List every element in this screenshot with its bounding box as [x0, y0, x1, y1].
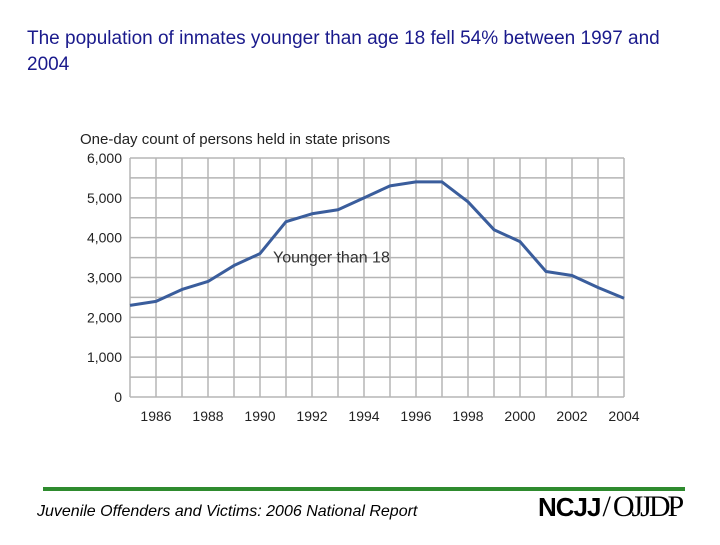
logo-ncjj: NCJJ: [538, 492, 601, 522]
y-tick-label: 6,000: [87, 150, 122, 166]
x-tick-label: 2000: [504, 408, 535, 424]
footer-report-title: Juvenile Offenders and Victims: 2006 Nat…: [37, 503, 418, 520]
y-tick-label: 3,000: [87, 270, 122, 286]
logo-slash: /: [602, 490, 611, 523]
logo-ojjdp: OJJDP: [612, 490, 684, 523]
x-tick-label: 1996: [400, 408, 431, 424]
x-tick-label: 1988: [192, 408, 223, 424]
y-tick-label: 5,000: [87, 190, 122, 206]
series-line-younger-than-18: [129, 180, 625, 307]
x-tick-label: 2002: [556, 408, 587, 424]
slide-title: The population of inmates younger than a…: [27, 28, 660, 75]
footer-divider: [43, 487, 685, 491]
series-annotation: Younger than 18: [273, 250, 390, 267]
y-tick-label: 2,000: [87, 309, 122, 325]
x-tick-label: 1986: [140, 408, 171, 424]
x-tick-label: 1992: [296, 408, 327, 424]
y-tick-label: 1,000: [87, 349, 122, 365]
chart-title: One-day count of persons held in state p…: [80, 131, 390, 148]
x-tick-label: 1994: [348, 408, 379, 424]
x-tick-label: 1990: [244, 408, 275, 424]
ncjj-ojjdp-logo: NCJJ / OJJDP: [538, 490, 684, 524]
x-tick-label: 1998: [452, 408, 483, 424]
x-tick-label: 2004: [608, 408, 639, 424]
y-tick-label: 0: [114, 389, 122, 405]
y-tick-label: 4,000: [87, 230, 122, 246]
